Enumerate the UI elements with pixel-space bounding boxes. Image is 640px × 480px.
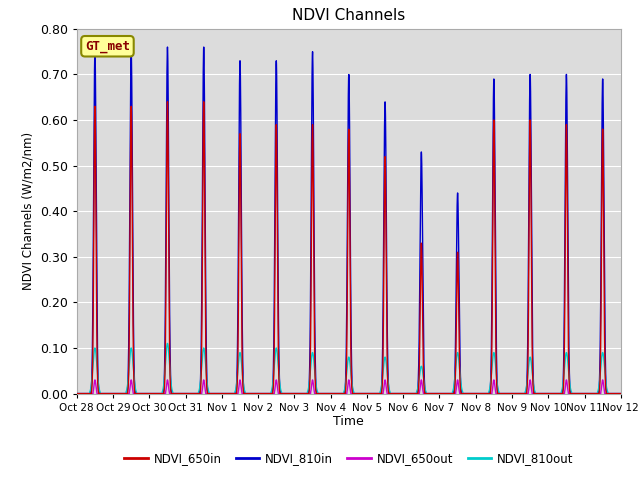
Y-axis label: NDVI Channels (W/m2/nm): NDVI Channels (W/m2/nm) <box>21 132 34 290</box>
Title: NDVI Channels: NDVI Channels <box>292 9 405 24</box>
Text: GT_met: GT_met <box>85 40 130 53</box>
X-axis label: Time: Time <box>333 415 364 429</box>
Legend: NDVI_650in, NDVI_810in, NDVI_650out, NDVI_810out: NDVI_650in, NDVI_810in, NDVI_650out, NDV… <box>119 447 579 469</box>
